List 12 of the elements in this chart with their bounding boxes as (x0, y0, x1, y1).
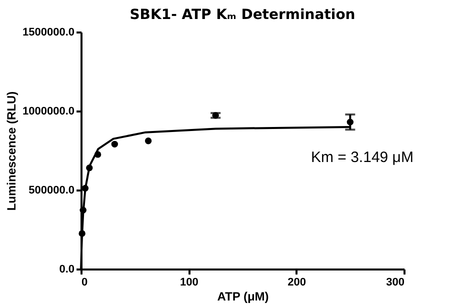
y-tick-label: 500000.0 (28, 184, 74, 196)
x-tick-label: 0 (82, 276, 88, 288)
chart-title: SBK1- ATP Kₘ Determination (130, 7, 356, 23)
y-tick-label: 0.0 (59, 264, 74, 276)
annotation: Km = 3.149 μM (311, 149, 414, 166)
x-tick-label: 200 (288, 276, 306, 288)
x-axis-title: ATP (μM) (217, 290, 269, 304)
y-tick-label: 1000000.0 (22, 106, 74, 118)
y-axis-title: Luminescence (RLU) (4, 91, 18, 211)
x-tick-label: 300 (386, 276, 404, 288)
y-tick-label: 1500000.0 (22, 26, 74, 38)
x-tick-label: 100 (180, 276, 198, 288)
